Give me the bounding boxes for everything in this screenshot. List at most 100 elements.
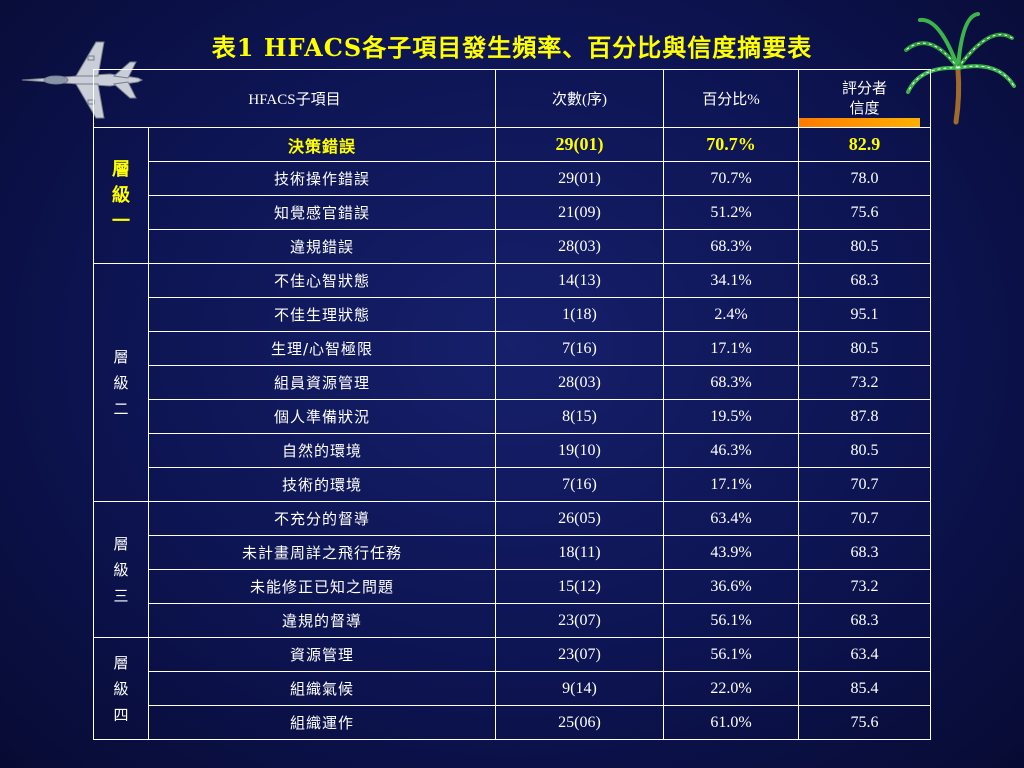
row-name: 自然的環境: [148, 433, 496, 468]
palm-tree-icon: [904, 12, 1016, 125]
table-row: 層 級 二 不佳心智狀態 14(13) 34.1% 68.3: [93, 263, 931, 502]
row-count: 21(09): [495, 195, 664, 230]
row-count: 1(18): [495, 297, 664, 332]
row-count: 29(01): [495, 161, 664, 196]
row-name: 未能修正已知之問題: [148, 569, 496, 604]
level-char: 層: [113, 653, 129, 672]
row-reliability: 80.5: [798, 433, 931, 468]
row-percent: 70.7%: [663, 127, 799, 162]
row-name: 違規錯誤: [148, 229, 496, 264]
row-reliability: 70.7: [798, 501, 931, 536]
row-percent: 2.4%: [663, 297, 799, 332]
header-rater-line1: 評分者: [841, 80, 887, 97]
row-reliability: 68.3: [798, 603, 931, 638]
level-two-label: 層 級 二: [93, 263, 149, 502]
row-reliability: 63.4: [798, 637, 931, 672]
row-count: 18(11): [495, 535, 664, 570]
row-percent: 70.7%: [663, 161, 799, 196]
table-row: 組織運作 25(06) 61.0% 75.6: [94, 705, 931, 740]
row-reliability: 95.1: [798, 297, 931, 332]
row-reliability: 75.6: [798, 705, 931, 740]
row-reliability: 80.5: [798, 229, 931, 264]
row-name: 生理/心智極限: [148, 331, 496, 366]
table-header-row: HFACS子項目 次數(序) 百分比% 評分者 信度: [93, 69, 931, 128]
row-reliability: 82.9: [798, 127, 931, 162]
table-row: 違規錯誤 28(03) 68.3% 80.5: [94, 229, 931, 264]
table-row: 違規的督導 23(07) 56.1% 68.3: [94, 603, 931, 638]
level-char: 級: [113, 560, 129, 579]
table-row: 不佳生理狀態 1(18) 2.4% 95.1: [94, 297, 931, 332]
row-reliability: 75.6: [798, 195, 931, 230]
header-count: 次數(序): [495, 69, 664, 128]
row-reliability: 87.8: [798, 399, 931, 434]
row-reliability: 68.3: [798, 263, 931, 298]
row-reliability: 70.7: [798, 467, 931, 502]
row-name: 組員資源管理: [148, 365, 496, 400]
table-row: 層 級 三 不充分的督導 26(05) 63.4% 70.7: [93, 501, 931, 638]
row-count: 15(12): [495, 569, 664, 604]
row-percent: 17.1%: [663, 467, 799, 502]
table-row: 技術的環境 7(16) 17.1% 70.7: [94, 467, 931, 502]
table-row: 層 級 一 決策錯誤 29(01) 70.7% 82.9: [93, 127, 931, 264]
level-char: 一: [112, 210, 130, 232]
row-count: 28(03): [495, 365, 664, 400]
hfacs-summary-table: HFACS子項目 次數(序) 百分比% 評分者 信度 層 級 一 決策錯誤 29…: [93, 69, 931, 740]
row-reliability: 73.2: [798, 569, 931, 604]
table-row: 組員資源管理 28(03) 68.3% 73.2: [94, 365, 931, 400]
table-row: 層 級 四 資源管理 23(07) 56.1% 63.4: [93, 637, 931, 740]
row-count: 8(15): [495, 399, 664, 434]
row-name: 不充分的督導: [148, 501, 496, 536]
row-count: 14(13): [495, 263, 664, 298]
table-row: 個人準備狀況 8(15) 19.5% 87.8: [94, 399, 931, 434]
row-count: 23(07): [495, 603, 664, 638]
row-count: 7(16): [495, 331, 664, 366]
level-char: 二: [113, 399, 129, 418]
row-percent: 43.9%: [663, 535, 799, 570]
row-percent: 34.1%: [663, 263, 799, 298]
row-name: 未計畫周詳之飛行任務: [148, 535, 496, 570]
row-percent: 56.1%: [663, 637, 799, 672]
level-char: 級: [112, 184, 130, 206]
level-char: 三: [113, 586, 129, 605]
table-row: 未計畫周詳之飛行任務 18(11) 43.9% 68.3: [94, 535, 931, 570]
row-count: 7(16): [495, 467, 664, 502]
row-reliability: 68.3: [798, 535, 931, 570]
header-subitem: HFACS子項目: [93, 69, 496, 128]
level-char: 級: [113, 679, 129, 698]
table-row: 知覺感官錯誤 21(09) 51.2% 75.6: [94, 195, 931, 230]
row-count: 29(01): [495, 127, 664, 162]
row-count: 23(07): [495, 637, 664, 672]
row-percent: 17.1%: [663, 331, 799, 366]
row-percent: 51.2%: [663, 195, 799, 230]
row-count: 19(10): [495, 433, 664, 468]
row-name: 技術操作錯誤: [148, 161, 496, 196]
level-char: 層: [113, 347, 129, 366]
row-name: 知覺感官錯誤: [148, 195, 496, 230]
row-name: 資源管理: [148, 637, 496, 672]
row-name: 不佳生理狀態: [148, 297, 496, 332]
row-reliability: 78.0: [798, 161, 931, 196]
level-four-label: 層 級 四: [93, 637, 149, 740]
header-rater-line2: 信度: [849, 100, 880, 117]
page-title: 表1 HFACS各子項目發生頻率、百分比與信度摘要表: [211, 33, 813, 62]
row-name: 組織運作: [148, 705, 496, 740]
row-count: 9(14): [495, 671, 664, 706]
table-row: 自然的環境 19(10) 46.3% 80.5: [94, 433, 931, 468]
table-row: 生理/心智極限 7(16) 17.1% 80.5: [94, 331, 931, 366]
row-percent: 68.3%: [663, 229, 799, 264]
row-name: 違規的督導: [148, 603, 496, 638]
row-name: 不佳心智狀態: [148, 263, 496, 298]
level-char: 級: [113, 373, 129, 392]
table-row: 技術操作錯誤 29(01) 70.7% 78.0: [94, 161, 931, 196]
table-row: 組織氣候 9(14) 22.0% 85.4: [94, 671, 931, 706]
row-count: 25(06): [495, 705, 664, 740]
row-reliability: 80.5: [798, 331, 931, 366]
level-three-label: 層 級 三: [93, 501, 149, 638]
row-percent: 19.5%: [663, 399, 799, 434]
row-percent: 68.3%: [663, 365, 799, 400]
row-percent: 56.1%: [663, 603, 799, 638]
header-percent: 百分比%: [663, 69, 799, 128]
row-reliability: 73.2: [798, 365, 931, 400]
level-one-label: 層 級 一: [93, 127, 149, 264]
row-name: 技術的環境: [148, 467, 496, 502]
